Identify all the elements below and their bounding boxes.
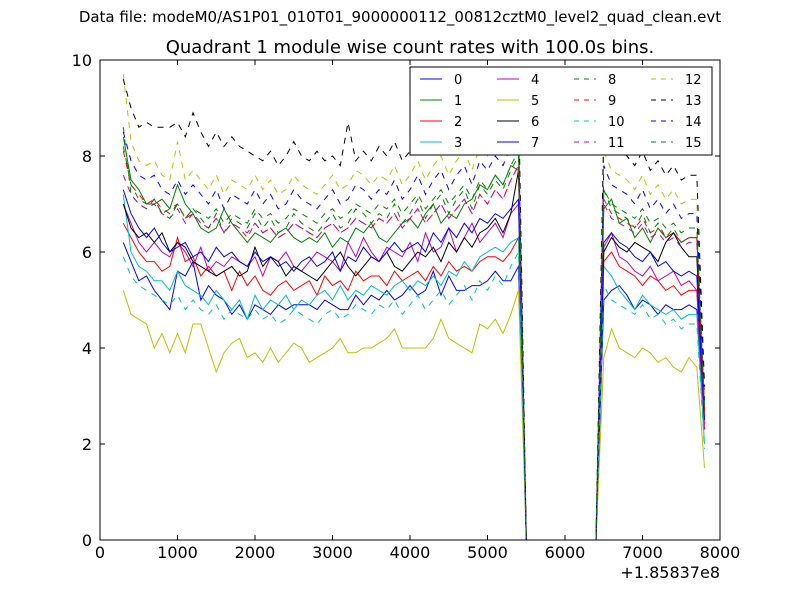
series-line-8 bbox=[122, 127, 705, 541]
x-tick-label: 5000 bbox=[467, 543, 508, 562]
legend-label-7: 7 bbox=[531, 136, 539, 151]
x-tick-label: 8000 bbox=[700, 543, 741, 562]
legend-label-4: 4 bbox=[531, 73, 539, 88]
legend-label-11: 11 bbox=[608, 136, 625, 151]
legend-label-2: 2 bbox=[454, 115, 462, 130]
series-line-4 bbox=[122, 202, 705, 541]
y-tick-label: 10 bbox=[72, 51, 92, 70]
x-tick-label: 6000 bbox=[545, 543, 586, 562]
y-tick-label: 6 bbox=[82, 243, 92, 262]
y-tick-label: 2 bbox=[82, 435, 92, 454]
legend-label-9: 9 bbox=[608, 94, 616, 109]
legend-box bbox=[409, 66, 713, 156]
series-line-15 bbox=[122, 146, 705, 541]
x-tick-label: 2000 bbox=[235, 543, 276, 562]
legend-label-3: 3 bbox=[454, 136, 462, 151]
legend-label-0: 0 bbox=[454, 73, 462, 88]
series-line-1 bbox=[122, 136, 705, 541]
legend-label-1: 1 bbox=[454, 94, 462, 109]
legend-label-5: 5 bbox=[531, 94, 539, 109]
x-axis-offset-label: +1.85837e8 bbox=[620, 563, 720, 582]
legend-label-8: 8 bbox=[608, 73, 616, 88]
series-line-2 bbox=[122, 222, 705, 541]
figure-suptitle: Data file: modeM0/AS1P01_010T01_90000001… bbox=[78, 8, 722, 26]
x-tick-label: 7000 bbox=[622, 543, 663, 562]
series-line-5 bbox=[122, 290, 705, 541]
y-tick-label: 4 bbox=[82, 339, 92, 358]
series-layer bbox=[122, 74, 705, 541]
series-line-0 bbox=[122, 242, 705, 541]
x-tick-label: 0 bbox=[95, 543, 105, 562]
series-line-9 bbox=[122, 151, 705, 541]
legend-label-6: 6 bbox=[531, 115, 539, 130]
y-tick-label: 8 bbox=[82, 147, 92, 166]
legend-label-12: 12 bbox=[685, 73, 702, 88]
x-tick-label: 1000 bbox=[157, 543, 198, 562]
legend-label-10: 10 bbox=[608, 115, 625, 130]
series-line-6 bbox=[122, 170, 705, 541]
legend-label-15: 15 bbox=[685, 136, 702, 151]
chart-title: Quadrant 1 module wise count rates with … bbox=[166, 37, 655, 58]
x-tick-label: 3000 bbox=[312, 543, 353, 562]
series-line-10 bbox=[122, 250, 705, 541]
series-line-7 bbox=[122, 189, 705, 541]
series-line-14 bbox=[122, 130, 705, 541]
y-tick-label: 0 bbox=[82, 531, 92, 550]
series-line-3 bbox=[122, 194, 705, 541]
x-tick-label: 4000 bbox=[390, 543, 431, 562]
legend-label-13: 13 bbox=[685, 94, 702, 109]
series-line-12 bbox=[122, 74, 705, 541]
legend-label-14: 14 bbox=[685, 115, 702, 130]
